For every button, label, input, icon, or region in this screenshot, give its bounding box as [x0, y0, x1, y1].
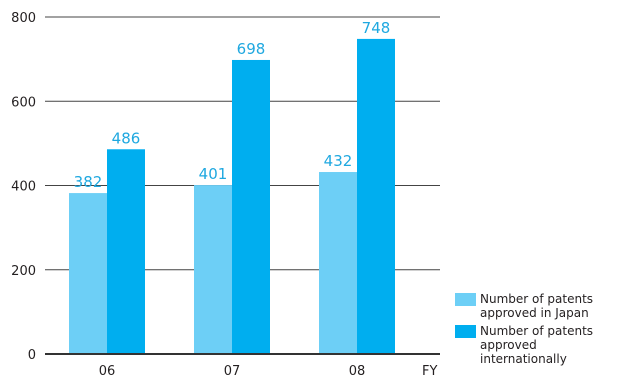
- bars: [69, 38, 395, 354]
- legend: Number of patents approved in Japan Numb…: [455, 292, 625, 370]
- data-labels: 382 486 401 698 432 748: [74, 19, 391, 191]
- y-tick-label: 800: [11, 11, 36, 26]
- x-tick-label: 08: [349, 364, 366, 376]
- data-label: 401: [199, 165, 228, 183]
- data-label: 382: [74, 173, 103, 191]
- bar-japan-07: [194, 185, 232, 354]
- bar-international-08: [357, 38, 395, 354]
- bar-japan-06: [69, 193, 107, 354]
- x-tick-label: 07: [224, 364, 241, 376]
- legend-label-japan: Number of patents approved in Japan: [480, 292, 594, 320]
- data-label: 486: [112, 129, 141, 147]
- y-tick-label: 400: [11, 180, 36, 195]
- legend-item-international: Number of patents approved international…: [455, 324, 625, 366]
- y-tick-label: 600: [11, 95, 36, 110]
- data-label: 698: [237, 40, 266, 58]
- bar-international-06: [107, 149, 145, 354]
- x-tick-label: 06: [99, 364, 116, 376]
- bar-international-07: [232, 59, 270, 354]
- legend-swatch-japan: [455, 293, 476, 306]
- y-tick-label: 200: [11, 264, 36, 279]
- legend-swatch-international: [455, 325, 476, 338]
- legend-item-japan: Number of patents approved in Japan: [455, 292, 625, 320]
- legend-label-international: Number of patents approved international…: [480, 324, 594, 366]
- data-label: 432: [324, 152, 353, 170]
- x-axis-unit-label: FY: [422, 364, 437, 376]
- bar-japan-08: [319, 172, 357, 354]
- data-label: 748: [362, 19, 391, 37]
- y-tick-label: 0: [28, 348, 36, 363]
- x-axis-ticks: 06 07 08: [99, 364, 366, 376]
- y-axis-ticks: 0 200 400 600 800: [11, 11, 36, 363]
